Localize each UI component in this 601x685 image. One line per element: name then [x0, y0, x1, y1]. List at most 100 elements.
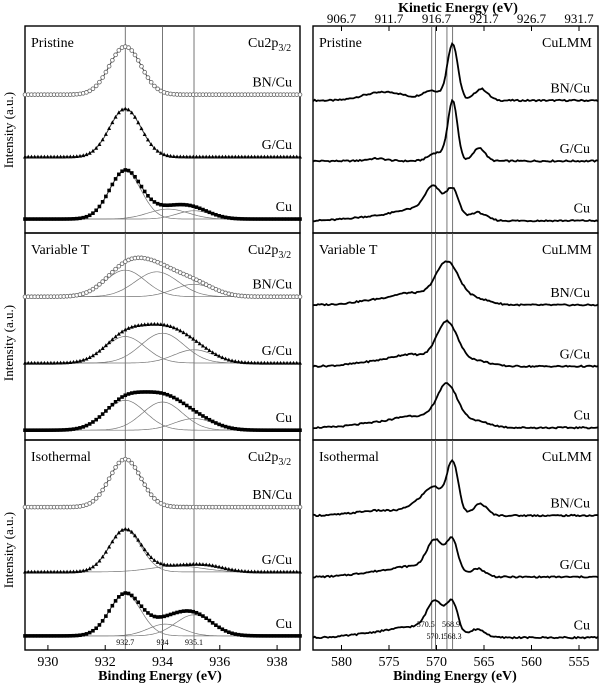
- data-point: [184, 609, 189, 613]
- data-point: [97, 204, 102, 209]
- data-point: [135, 58, 141, 63]
- data-point: [233, 426, 238, 431]
- data-point: [120, 395, 124, 399]
- data-point: [142, 322, 147, 327]
- data-point: [255, 154, 260, 159]
- data-point: [84, 567, 89, 572]
- data-point: [298, 360, 302, 365]
- data-point: [94, 145, 99, 150]
- data-point: [252, 428, 257, 432]
- data-point: [291, 154, 296, 159]
- data-point: [275, 634, 280, 638]
- data-point: [94, 626, 98, 631]
- data-point: [162, 391, 166, 396]
- data-point: [298, 634, 302, 638]
- data-point: [45, 428, 50, 432]
- data-point: [103, 549, 108, 554]
- data-point: [94, 208, 98, 213]
- data-point: [65, 360, 70, 365]
- data-point: [48, 360, 53, 365]
- series-line: [312, 98, 599, 163]
- intensity-axis-title-middle: Intensity (a.u.): [1, 305, 16, 381]
- data-point: [262, 428, 267, 432]
- data-point: [120, 169, 124, 174]
- data-point: [243, 427, 247, 432]
- spectrum-label: Cu2p3/2: [248, 243, 291, 261]
- data-point: [45, 217, 50, 221]
- data-point: [188, 562, 192, 566]
- x-tick-label: 575: [379, 655, 400, 670]
- data-point: [256, 217, 260, 221]
- data-point: [233, 359, 238, 363]
- data-point: [87, 88, 93, 94]
- data-point: [201, 614, 205, 618]
- data-point: [165, 153, 170, 158]
- data-point: [107, 340, 112, 345]
- data-point: [259, 360, 264, 365]
- data-point: [230, 358, 235, 363]
- data-point: [285, 569, 290, 574]
- data-point: [116, 110, 121, 115]
- data-point: [259, 154, 264, 159]
- series-label: Cu: [276, 200, 292, 215]
- reference-label: 568.3: [444, 632, 462, 641]
- data-point: [223, 154, 228, 159]
- data-point: [294, 154, 299, 159]
- data-point: [84, 632, 89, 636]
- data-point: [246, 360, 251, 365]
- data-point: [93, 284, 99, 290]
- data-point: [94, 562, 99, 566]
- data-point: [152, 496, 157, 501]
- data-point: [220, 565, 225, 570]
- x-tick-label: 936: [209, 655, 230, 670]
- data-point: [265, 360, 270, 365]
- data-point: [230, 154, 235, 159]
- data-point: [129, 171, 134, 175]
- data-point: [26, 569, 31, 574]
- series-label: G/Cu: [262, 553, 292, 568]
- data-point: [55, 569, 60, 574]
- data-point: [175, 326, 180, 331]
- panel-title: Isothermal: [31, 450, 91, 465]
- data-point: [26, 360, 31, 365]
- data-point: [207, 562, 212, 567]
- data-point: [142, 390, 147, 394]
- data-point: [291, 217, 296, 221]
- data-point: [36, 217, 40, 221]
- data-point: [55, 634, 60, 638]
- x-tick-label: 938: [267, 655, 288, 670]
- data-point: [220, 627, 225, 632]
- data-point: [236, 216, 241, 221]
- data-point: [116, 48, 122, 53]
- data-point: [45, 569, 50, 574]
- data-point: [236, 632, 241, 637]
- data-point: [213, 564, 218, 568]
- data-point: [217, 213, 221, 218]
- data-point: [268, 360, 273, 365]
- data-point: [42, 360, 47, 365]
- data-point: [178, 562, 183, 567]
- data-point: [243, 154, 247, 159]
- series-line: [312, 184, 599, 223]
- data-point: [168, 203, 173, 207]
- data-point: [139, 476, 144, 482]
- data-point: [282, 428, 286, 432]
- data-point: [275, 428, 280, 432]
- data-point: [65, 427, 69, 432]
- kinetic-tick-label: 931.7: [564, 11, 594, 26]
- data-point: [120, 592, 124, 596]
- series-label: BN/Cu: [252, 488, 292, 503]
- data-point: [178, 609, 183, 614]
- reference-label: 570.5: [417, 620, 435, 629]
- data-point: [252, 217, 257, 221]
- data-point: [136, 390, 141, 394]
- series-label: BN/Cu: [550, 497, 590, 512]
- data-point: [126, 107, 131, 112]
- data-point: [113, 177, 118, 181]
- series-label: Cu: [574, 619, 590, 634]
- series-line: [312, 598, 599, 640]
- panel-title: Variable T: [31, 243, 90, 258]
- data-point: [275, 217, 280, 221]
- data-point: [58, 154, 63, 159]
